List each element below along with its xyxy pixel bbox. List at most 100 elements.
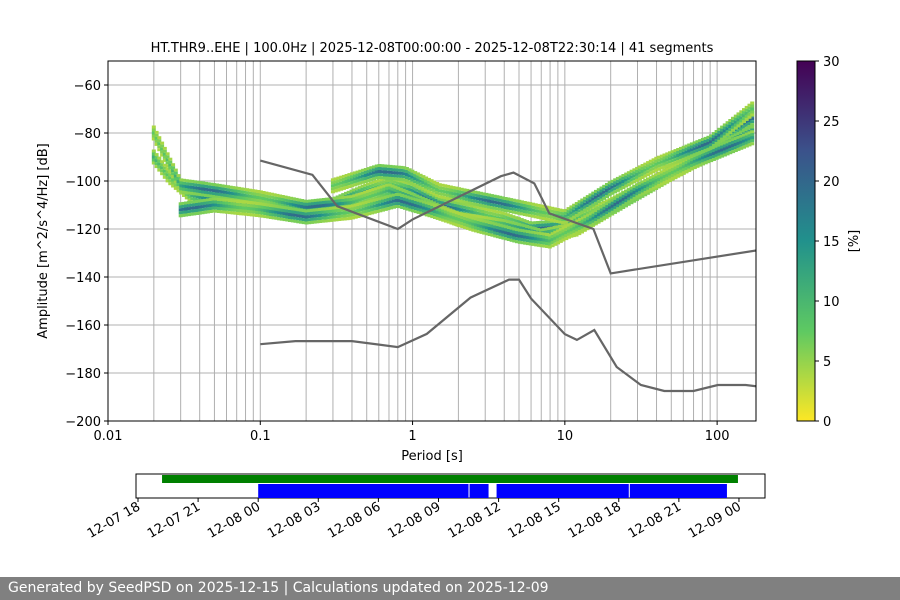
heatmap-cell [522,222,527,226]
heatmap-cell [629,195,634,199]
heatmap-cell [238,203,243,207]
heatmap-cell [558,211,563,215]
heatmap-cell [731,133,735,137]
heatmap-cell [247,204,251,208]
heatmap-cell [481,195,486,199]
heatmap-cell [353,203,358,207]
heatmap-cell [195,206,200,209]
heatmap-cell [204,184,208,188]
heatmap-cell [533,212,538,216]
heatmap-cell [342,205,347,209]
heatmap-cell [356,203,361,206]
heatmap-cell [363,196,368,200]
heatmap-cell [437,200,442,204]
heatmap-cell [645,191,650,195]
heatmap-cell [182,194,186,197]
heatmap-cell [722,141,727,145]
heatmap-cell [316,201,321,205]
heatmap-cell [599,201,604,205]
heatmap-cell [312,220,317,224]
heatmap-cell [583,215,588,219]
heatmap-cell [201,187,206,191]
heatmap-cell [621,183,626,186]
heatmap-cell [478,200,483,204]
heatmap-cell [515,234,519,238]
heatmap-cell [733,117,738,121]
heatmap-cell [574,208,579,211]
heatmap-cell [539,238,544,242]
heatmap-cell [415,194,420,198]
heatmap-cell [355,196,359,200]
heatmap-cell [386,198,391,202]
heatmap-cell [739,116,744,120]
heatmap-cell [572,232,577,236]
heatmap-cell [312,208,317,212]
heatmap-cell [599,192,604,196]
heatmap-cell [747,109,752,113]
heatmap-cell [365,182,370,186]
heatmap-cell [698,139,703,143]
heatmap-cell [486,208,491,212]
heatmap-cell [613,205,618,209]
heatmap-cell [711,132,716,136]
heatmap-cell [574,202,579,205]
heatmap-cell [222,198,227,202]
heatmap-cell [522,207,527,210]
heatmap-cell [449,209,454,213]
heatmap-cell [290,213,295,217]
heatmap-cell [397,202,402,206]
heatmap-cell [385,167,390,171]
heatmap-cell [618,187,623,191]
heatmap-cell [327,200,332,204]
heatmap-cell [171,184,176,188]
heatmap-cell [341,174,346,178]
heatmap-cell [280,201,285,204]
heatmap-cell [519,226,524,230]
heatmap-cell [706,154,711,158]
heatmap-cell [690,158,695,162]
heatmap-cell [350,207,355,211]
heatmap-cell [544,220,549,224]
heatmap-cell [722,123,727,127]
heatmap-cell [426,183,431,187]
heatmap-cell [215,186,219,190]
heatmap-cell [605,214,610,218]
heatmap-cell [605,202,610,206]
heatmap-cell [468,215,473,219]
heatmap-cell [550,232,555,236]
heatmap-cell [356,209,361,212]
heatmap-cell [673,149,678,153]
heatmap-cell [478,212,483,216]
heatmap-cell [465,217,470,221]
heatmap-cell [178,211,183,215]
heatmap-cell [446,211,451,215]
heatmap-cell [390,183,395,186]
heatmap-cell [619,202,623,206]
heatmap-cell [607,184,612,188]
heatmap-cell [319,198,324,202]
heatmap-cell [676,171,681,175]
heatmap-cell [536,206,541,210]
heatmap-cell [722,144,727,148]
heatmap-cell [516,225,521,229]
heatmap-cell [195,203,200,206]
heatmap-cell [396,177,401,181]
heatmap-cell [385,170,390,174]
heatmap-cell [517,199,522,203]
high-noise-model-line [260,159,756,275]
heatmap-cell [706,144,711,148]
heatmap-cell [171,175,176,179]
y-axis-label: Amplitude [m^2/s^4/Hz] [dB] [36,143,51,338]
heatmap-cell [247,207,251,211]
heatmap-cell [168,160,173,164]
heatmap-cell [736,144,741,148]
heatmap-cell [176,189,181,193]
heatmap-cell [479,230,484,234]
heatmap-cell [731,141,736,145]
heatmap-cell [454,192,459,196]
heatmap-cell [378,209,383,213]
heatmap-cell [426,199,431,203]
heatmap-cell [341,183,346,187]
heatmap-cell [216,198,221,201]
heatmap-cell [394,168,398,172]
